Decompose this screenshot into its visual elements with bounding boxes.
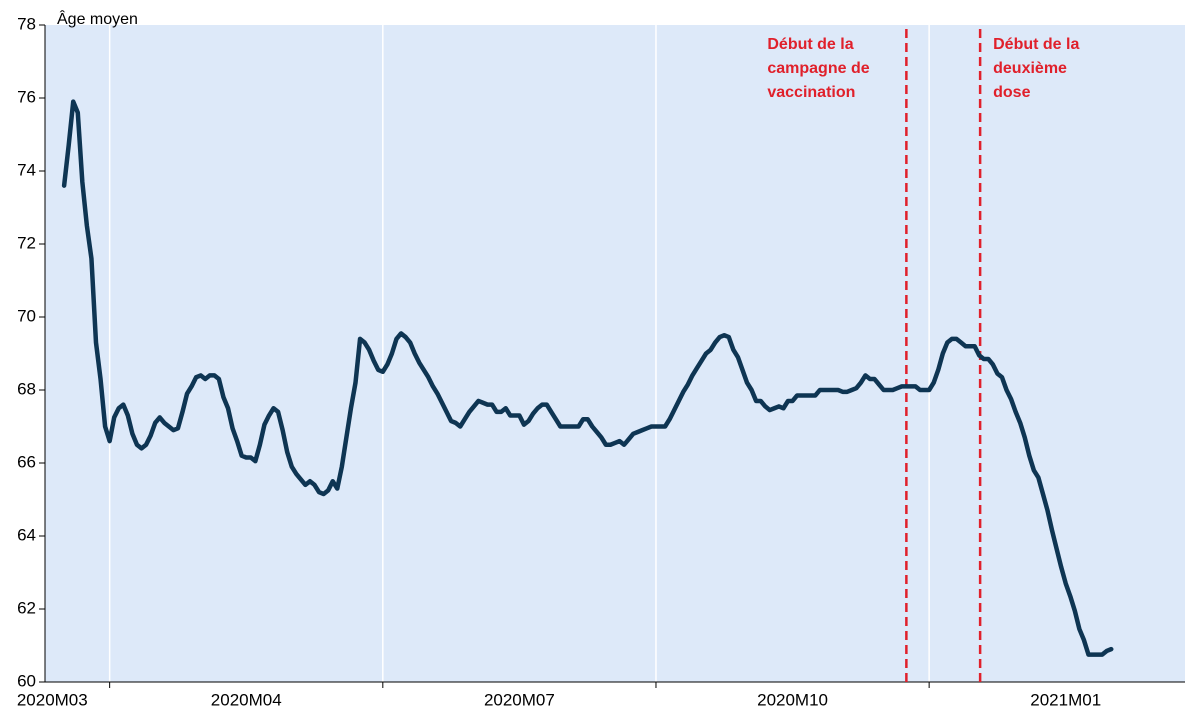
data-line: [61, 99, 1114, 657]
y-tick-label: 74: [17, 160, 36, 179]
y-tick-label: 76: [17, 87, 36, 106]
plot-background: [45, 25, 1185, 682]
annotation-text: vaccination: [767, 84, 855, 101]
y-tick-label: 68: [17, 379, 36, 398]
x-tick-label: 2021M01: [1030, 690, 1101, 709]
x-tick-label: 2020M10: [757, 690, 828, 709]
y-tick-label: 70: [17, 306, 36, 325]
y-tick-label: 60: [17, 671, 36, 690]
y-tick-label: 62: [17, 598, 36, 617]
y-axis-label: Âge moyen: [57, 9, 138, 28]
x-tick-label: 2020M03: [17, 690, 88, 709]
annotation-text: campagne de: [767, 60, 869, 77]
annotation-text: deuxième: [993, 60, 1067, 77]
annotation-text: Début de la: [993, 36, 1079, 53]
x-tick-label: 2020M04: [211, 690, 282, 709]
y-tick-label: 72: [17, 233, 36, 252]
y-tick-label: 66: [17, 452, 36, 471]
annotation-text: dose: [993, 84, 1030, 101]
y-tick-label: 78: [17, 14, 36, 33]
y-tick-label: 64: [17, 525, 36, 544]
annotation-text: Début de la: [767, 36, 853, 53]
x-tick-label: 2020M07: [484, 690, 555, 709]
